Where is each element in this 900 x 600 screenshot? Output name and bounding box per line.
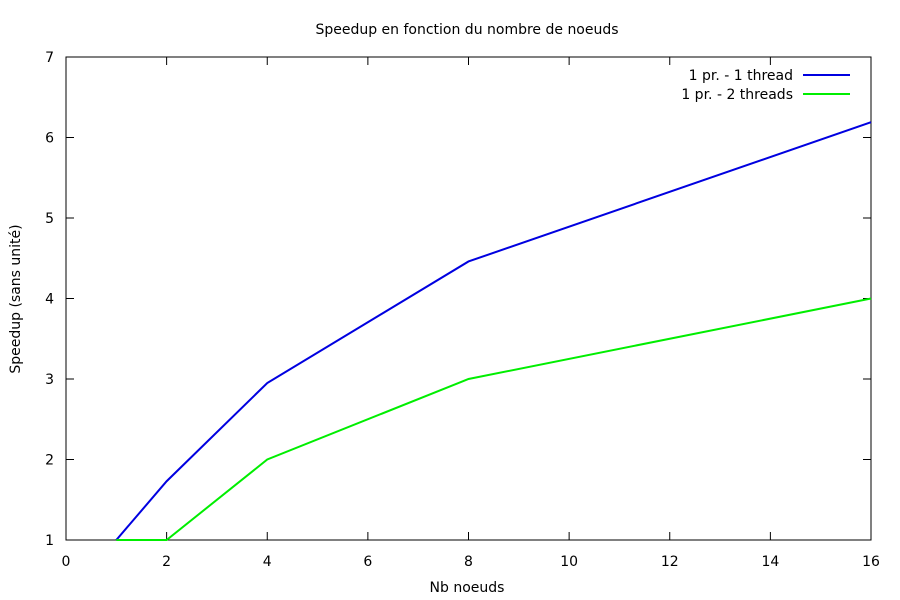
- x-tick-label: 2: [162, 554, 171, 570]
- x-tick-label: 4: [263, 554, 272, 570]
- y-tick-label: 7: [45, 50, 54, 66]
- y-tick-label: 5: [45, 211, 54, 227]
- x-tick-label: 0: [62, 554, 71, 570]
- x-tick-label: 12: [661, 554, 679, 570]
- x-tick-label: 10: [560, 554, 578, 570]
- x-tick-label: 8: [464, 554, 473, 570]
- x-tick-label: 14: [761, 554, 779, 570]
- y-tick-label: 1: [45, 533, 54, 549]
- legend-label-1: 1 pr. - 1 thread: [689, 68, 793, 84]
- legend: 1 pr. - 1 thread 1 pr. - 2 threads: [681, 68, 850, 103]
- series-line-1: [115, 121, 872, 541]
- y-tick-label: 3: [45, 372, 54, 388]
- x-tick-label: 16: [862, 554, 880, 570]
- y-tick-label: 4: [45, 292, 54, 308]
- legend-label-2: 1 pr. - 2 threads: [681, 87, 793, 103]
- y-tick-label: 2: [45, 453, 54, 469]
- y-axis-label: Speedup (sans unité): [8, 224, 24, 373]
- chart-title: Speedup en fonction du nombre de noeuds: [315, 22, 618, 38]
- y-tick-label: 6: [45, 131, 54, 147]
- x-axis-label: Nb noeuds: [430, 580, 505, 596]
- series-line-2: [116, 297, 872, 541]
- plot-frame: [65, 56, 872, 541]
- x-tick-label: 6: [363, 554, 372, 570]
